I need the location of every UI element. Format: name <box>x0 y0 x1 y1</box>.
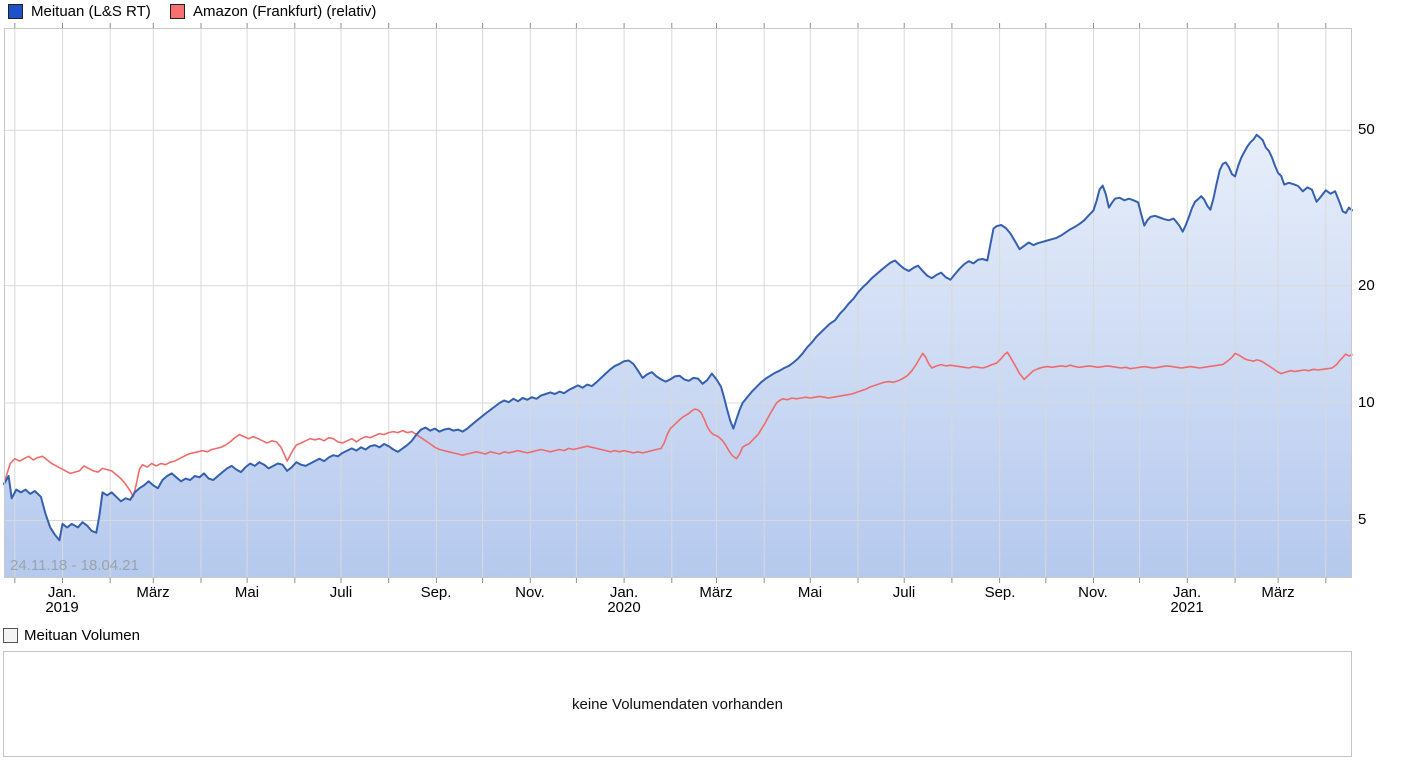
date-range-watermark: 24.11.18 - 18.04.21 <box>10 557 139 574</box>
x-axis-month-label: Jan. <box>1172 584 1202 601</box>
y-axis-labels: 5 10 20 50 <box>1358 28 1408 578</box>
amazon-legend-swatch <box>170 3 185 19</box>
y-axis-label: 50 <box>1358 121 1375 138</box>
x-axis-month-label: Juli <box>892 584 916 601</box>
x-axis-year-label: 2019 <box>45 599 79 616</box>
volume-legend-label: Meituan Volumen <box>24 626 140 644</box>
x-axis-month-label: Juli <box>329 584 353 601</box>
meituan-line <box>3 133 1353 542</box>
meituan-legend-swatch <box>8 3 23 19</box>
amazon-legend-label: Amazon (Frankfurt) (relativ) <box>193 2 377 20</box>
x-axis-month-label: Nov. <box>515 584 545 601</box>
x-axis-month-label: Mai <box>234 584 260 601</box>
volume-legend-swatch <box>3 627 18 643</box>
x-axis-month-label: Mai <box>797 584 823 601</box>
chart-plot-area[interactable] <box>3 23 1353 583</box>
y-axis-label: 5 <box>1358 511 1367 528</box>
x-axis-month-label: März <box>1261 584 1295 601</box>
meituan-legend-label: Meituan (L&S RT) <box>31 2 151 20</box>
x-axis-month-label: Jan. <box>609 584 639 601</box>
x-axis-month-label: März <box>136 584 170 601</box>
x-axis-labels: Jan. 2019 März Mai Juli Sep. Nov. Jan. 2020 März M… <box>4 582 1352 618</box>
price-chart: 24.11.18 - 18.04.21 5 10 20 50 Jan. 2019 März… <box>3 23 1408 618</box>
x-axis-month-label: Sep. <box>420 584 452 601</box>
y-axis-label: 10 <box>1358 394 1375 411</box>
x-axis-month-label: Sep. <box>984 584 1016 601</box>
legend-item-amazon[interactable]: Amazon (Frankfurt) (relativ) <box>170 2 377 20</box>
volume-legend-item[interactable]: Meituan Volumen <box>3 626 140 644</box>
amazon-line <box>3 351 1353 498</box>
x-axis-year-label: 2020 <box>607 599 641 616</box>
y-axis-label: 20 <box>1358 277 1375 294</box>
x-axis-year-label: 2021 <box>1170 599 1204 616</box>
legend-item-meituan[interactable]: Meituan (L&S RT) <box>8 2 151 20</box>
volume-empty-message: keine Volumendaten vorhanden <box>572 695 783 713</box>
x-axis-month-label: Nov. <box>1078 584 1108 601</box>
x-axis-month-label: Jan. <box>47 584 77 601</box>
x-axis-month-label: März <box>699 584 733 601</box>
volume-panel: keine Volumendaten vorhanden <box>3 651 1352 757</box>
meituan-area-fill <box>4 134 1352 579</box>
